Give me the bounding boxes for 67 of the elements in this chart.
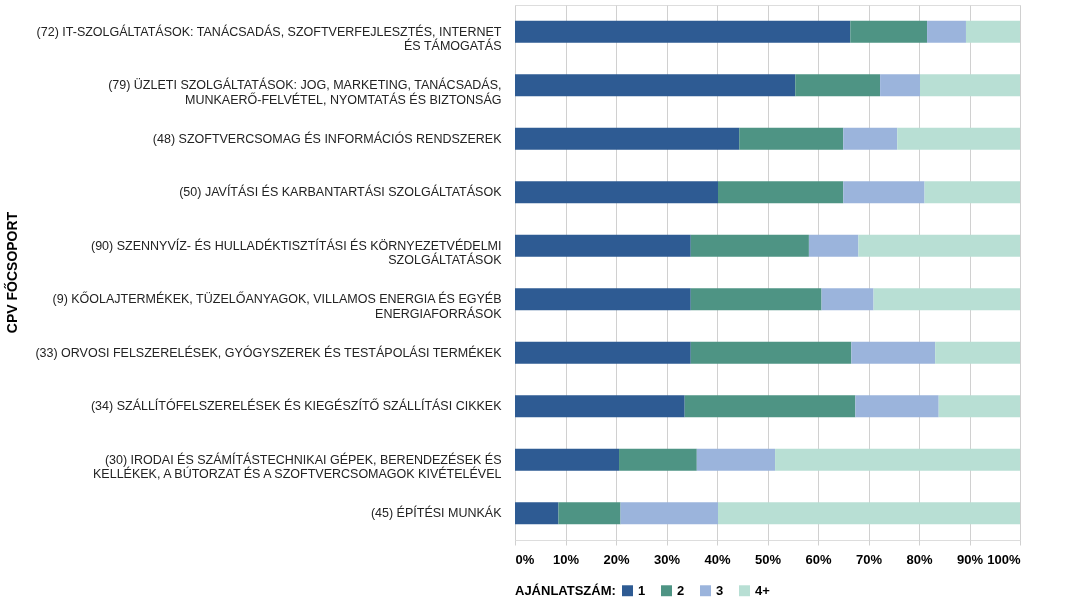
bar (775, 448, 1020, 471)
y-tick-label: (48) SZOFTVERCSOMAG ÉS INFORMÁCIÓS RENDSZEREK (152, 130, 503, 146)
bar (795, 74, 881, 97)
bar (858, 234, 1020, 257)
bar (965, 20, 1020, 43)
bar (515, 181, 719, 204)
bar (718, 181, 844, 204)
x-tick-label: 60% (805, 551, 832, 567)
bar (851, 341, 936, 364)
bar (808, 234, 859, 257)
bar (920, 74, 1020, 97)
bar (897, 127, 1020, 150)
x-tick-label: 100% (987, 551, 1021, 567)
bar (558, 502, 621, 525)
y-tick-label: (90) SZENNYVÍZ- ÉS HULLADÉKTISZTÍTÁSI ÉS KÖRNYEZETVÉDELMI SZOLGÁLTATÁSOK (91, 237, 503, 268)
y-tick-label: (50) JAVÍTÁSI ÉS KARBANTARTÁSI SZOLGÁLTATÁSOK (179, 184, 503, 200)
bar (515, 395, 685, 418)
x-tick-label: 30% (653, 551, 681, 567)
legend-label: 2 (677, 582, 685, 598)
x-tick-label: 80% (906, 551, 933, 567)
x-tick-label: 50% (754, 551, 782, 567)
bar (515, 288, 691, 311)
y-tick-label: (34) SZÁLLÍTÓFELSZERELÉSEK ÉS KIEGÉSZÍTŐ SZÁLLÍTÁSI CIKKEK (90, 398, 503, 414)
bar (718, 502, 1020, 525)
bar (515, 234, 691, 257)
x-tick-label: 70% (855, 551, 883, 567)
bar (515, 127, 740, 150)
bar (739, 127, 844, 150)
x-tick-label: 10% (552, 551, 580, 567)
bar (855, 395, 939, 418)
bar (690, 341, 852, 364)
y-tick-label: (45) ÉPÍTÉSI MUNKÁK (370, 505, 503, 521)
bar (690, 234, 809, 257)
bar (843, 127, 898, 150)
legend-label: 3 (716, 582, 724, 598)
bar (924, 181, 1020, 204)
y-axis-title: CPV FŐCSOPORT (3, 211, 21, 334)
bar (515, 20, 851, 43)
bar (935, 341, 1020, 364)
x-tick-label: 0% (515, 551, 535, 567)
bar (515, 74, 796, 97)
bar (515, 341, 691, 364)
x-tick-label: 90% (956, 551, 984, 567)
bar (843, 181, 925, 204)
bar (515, 448, 620, 471)
bar (515, 502, 559, 525)
bar (873, 288, 1020, 311)
bar (684, 395, 856, 418)
y-tick-label: (9) KŐOLAJTERMÉKEK, TÜZELŐANYAGOK, VILLAMOS ENERGIA ÉS EGYÉB ENERGIAFORRÁSOK (52, 291, 503, 321)
y-tick-label: (30) IRODAI ÉS SZÁMÍTÁSTECHNIKAI GÉPEK, BERENDEZÉSEK ÉS KELLÉKEK, A BÚTORZAT ÉS A SZOFTVERCSOMAGOK KIVÉTELÉVEL (93, 451, 502, 482)
bar (938, 395, 1020, 418)
bar (880, 74, 921, 97)
bar (619, 448, 697, 471)
bar (850, 20, 928, 43)
x-tick-label: 20% (603, 551, 630, 567)
bar (696, 448, 776, 471)
bar (690, 288, 822, 311)
bar (927, 20, 966, 43)
y-tick-label: (79) ÜZLETI SZOLGÁLTATÁSOK: JOG, MARKETING, TANÁCSADÁS, MUNKAERŐ-FELVÉTEL, NYOMTATÁS ÉS BIZTONSÁG (108, 77, 502, 107)
x-tick-label: 40% (704, 551, 731, 567)
legend-label: 1 (638, 582, 646, 598)
bar (821, 288, 874, 311)
y-tick-label: (72) IT-SZOLGÁLTATÁSOK: TANÁCSADÁS, SZOFTVERFEJLESZTÉS, INTERNET ÉS TÁMOGATÁS (36, 23, 502, 54)
legend-label: 4+ (755, 582, 771, 598)
y-tick-label: (33) ORVOSI FELSZERELÉSEK, GYÓGYSZEREK ÉS TESTÁPOLÁSI TERMÉKEK (35, 344, 503, 360)
bar (620, 502, 719, 525)
legend-title: AJÁNLATSZÁM: (515, 583, 616, 598)
